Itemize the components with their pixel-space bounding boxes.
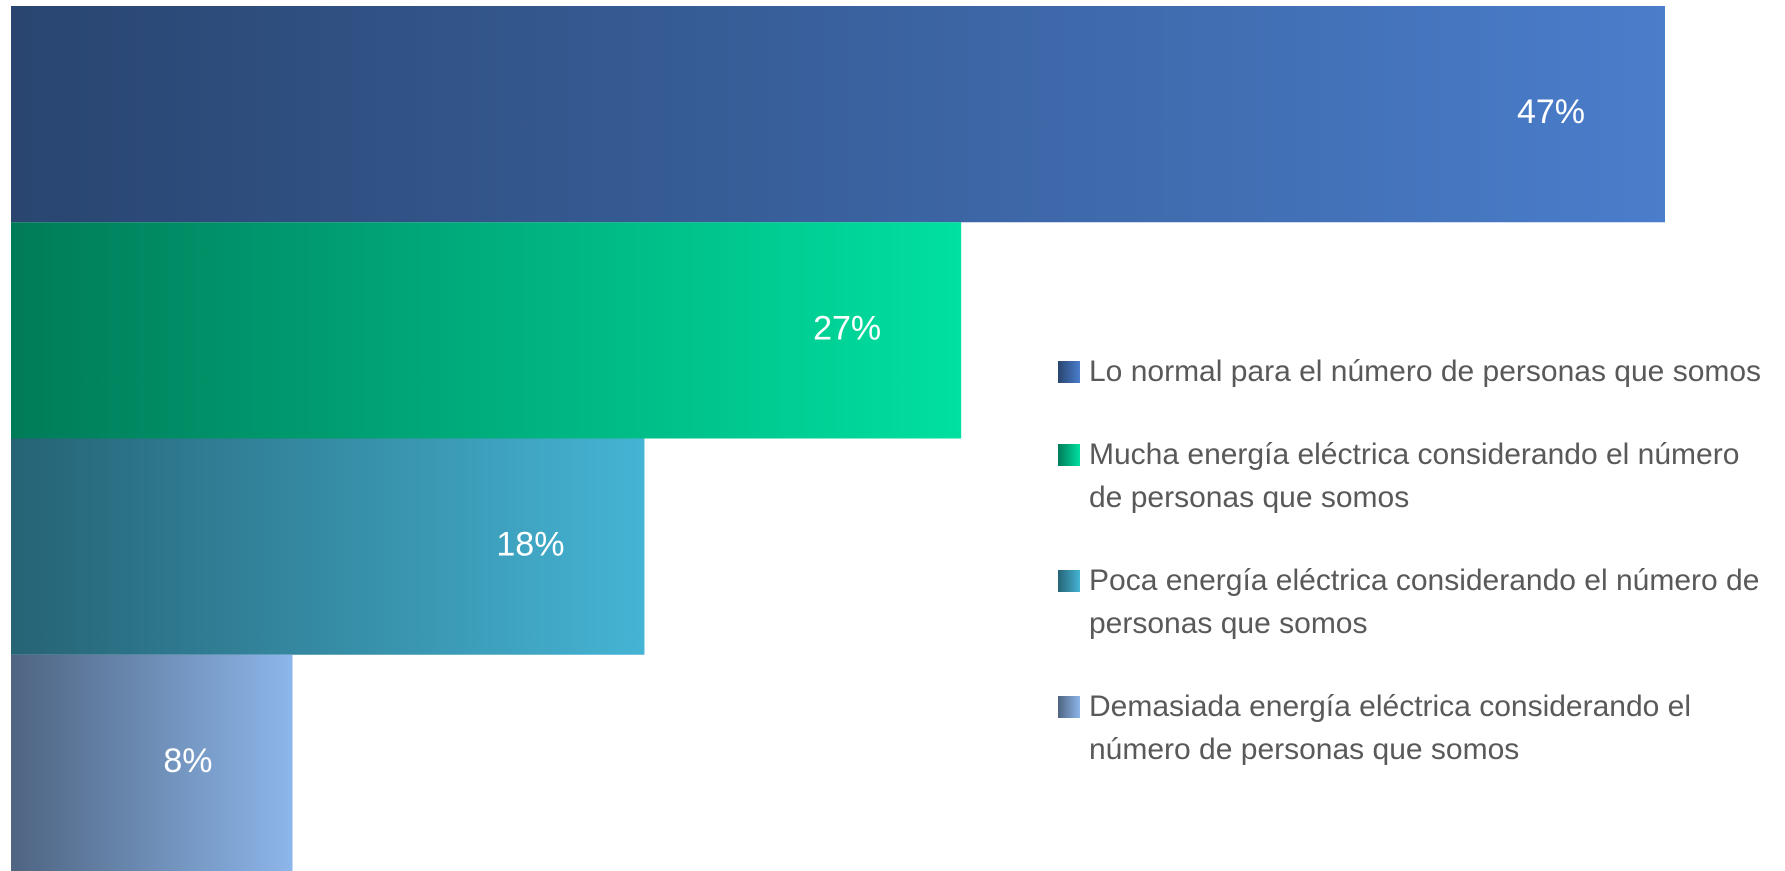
legend-item: Demasiada energía eléctrica considerando… xyxy=(1058,685,1780,771)
legend-label: Poca energía eléctrica considerando el n… xyxy=(1089,564,1760,640)
data-label: 8% xyxy=(163,742,212,780)
bar xyxy=(11,654,293,871)
bar xyxy=(11,6,1665,223)
data-label: 47% xyxy=(1517,93,1585,131)
legend-swatch xyxy=(1058,444,1080,466)
legend-swatch xyxy=(1058,696,1080,718)
bar xyxy=(11,438,645,655)
legend-label: Mucha energía eléctrica considerando el … xyxy=(1089,438,1740,514)
legend-swatch xyxy=(1058,570,1080,592)
legend-label: Lo normal para el número de personas que… xyxy=(1089,355,1762,388)
bar xyxy=(11,222,962,439)
legend-item: Lo normal para el número de personas que… xyxy=(1058,350,1780,393)
legend-swatch xyxy=(1058,361,1080,383)
legend-item: Mucha energía eléctrica considerando el … xyxy=(1058,433,1780,519)
data-label: 27% xyxy=(813,309,881,347)
data-label: 18% xyxy=(496,526,564,564)
legend: Lo normal para el número de personas que… xyxy=(1058,350,1780,811)
legend-item: Poca energía eléctrica considerando el n… xyxy=(1058,559,1780,645)
legend-label: Demasiada energía eléctrica considerando… xyxy=(1089,690,1692,766)
